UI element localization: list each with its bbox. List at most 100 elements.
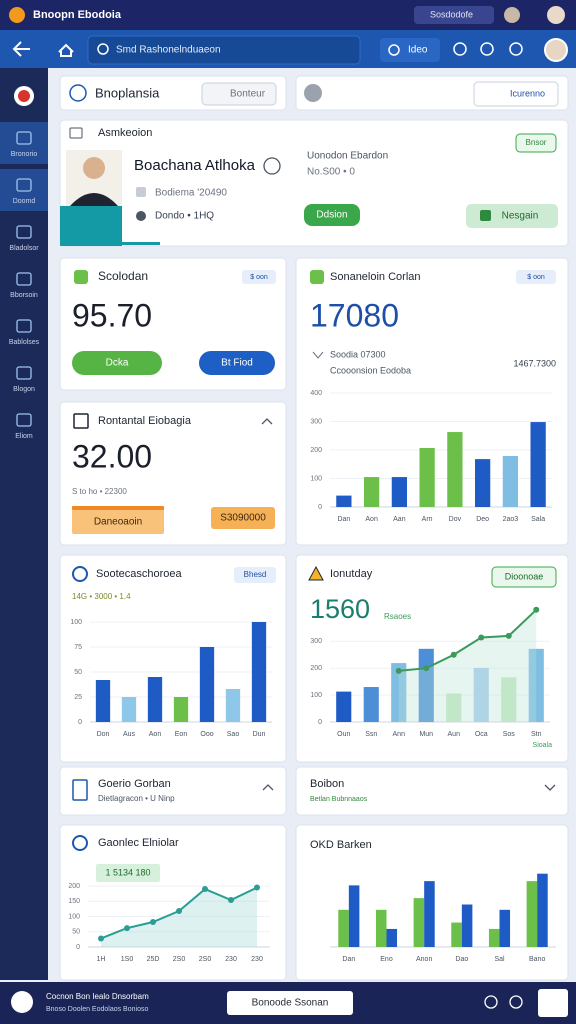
icon	[136, 211, 146, 221]
badge-label: $ oon	[250, 274, 268, 281]
home-icon[interactable]	[58, 43, 74, 57]
y-tick-label: 75	[74, 644, 82, 651]
x-tick-label: Stn	[531, 731, 542, 738]
card	[59, 119, 569, 247]
icon	[480, 210, 491, 221]
x-tick-label: Dao	[455, 956, 468, 963]
bar	[474, 459, 491, 507]
footer-icon	[11, 991, 33, 1013]
x-tick-label: Dun	[253, 731, 266, 738]
search-box[interactable]	[201, 82, 277, 106]
x-tick-label: 2S0	[173, 956, 186, 963]
search-box[interactable]	[87, 35, 361, 65]
card	[295, 766, 569, 816]
bar	[528, 648, 544, 722]
y-tick-label: 200	[68, 883, 80, 890]
x-tick-label: Deo	[476, 516, 489, 523]
x-tick-label: Eno	[380, 956, 393, 963]
x-tick-label: Eon	[175, 731, 188, 738]
sidebar-icon	[16, 272, 32, 286]
badge	[96, 864, 160, 882]
x-tick-label: Mun	[419, 731, 433, 738]
search-box[interactable]	[414, 6, 494, 24]
x-tick-label: Ooo	[200, 731, 213, 738]
sidebar-label: Bladolsor	[9, 245, 39, 252]
x-tick-label: Bano	[529, 956, 545, 963]
footer-icon	[509, 995, 523, 1009]
big-number: 32.00	[72, 438, 152, 474]
button-label: Bt Fiod	[221, 358, 253, 369]
y-tick-label: 100	[68, 913, 80, 920]
big-number: 95.70	[72, 297, 152, 333]
bar	[447, 432, 463, 507]
x-tick-label: 230	[251, 956, 263, 963]
icon	[73, 413, 89, 429]
nav-icon	[509, 42, 523, 56]
org-name: Uonodon Ebardon	[307, 151, 388, 162]
sidebar-active	[0, 169, 48, 211]
button[interactable]	[491, 566, 557, 588]
y-tick-label: 300	[310, 638, 322, 645]
chevron[interactable]	[261, 418, 273, 425]
x-tick-label: Don	[97, 731, 110, 738]
button[interactable]	[199, 351, 275, 375]
footer-icon	[484, 995, 498, 1009]
button-label: Ddsion	[316, 210, 347, 221]
avatar	[504, 7, 520, 23]
bar	[446, 693, 462, 722]
bar	[530, 422, 546, 507]
y-tick-label: 0	[318, 719, 322, 726]
sidebar-label: Doomd	[13, 198, 36, 205]
button-label: Daneoaoin	[94, 517, 142, 528]
bar	[173, 697, 189, 722]
button[interactable]	[380, 38, 440, 62]
button-label: Nesgain	[502, 211, 539, 222]
bar	[348, 885, 360, 947]
sidebar-label: Bablolses	[9, 339, 40, 346]
x-tick-label: Ssn	[365, 731, 377, 738]
point	[478, 634, 485, 641]
bar	[336, 691, 352, 722]
bar	[488, 928, 500, 947]
bar	[363, 477, 380, 507]
badge-label: 1 5134 180	[105, 867, 150, 877]
icon	[74, 270, 88, 284]
bar	[537, 873, 548, 947]
bar	[95, 680, 111, 722]
x-tick-label: 25D	[147, 956, 160, 963]
bar	[502, 455, 519, 507]
card-note: S to ho • 22300	[72, 487, 127, 496]
chevron[interactable]	[544, 784, 556, 791]
footer-button[interactable]	[538, 989, 568, 1017]
big-number: 17080	[310, 297, 399, 333]
area	[101, 887, 257, 947]
icon	[72, 566, 88, 582]
badge	[234, 567, 276, 583]
back-icon[interactable]	[12, 41, 30, 57]
button[interactable]	[211, 507, 275, 529]
search-text: Smd Rashonelnduaeon	[116, 45, 221, 56]
button[interactable]	[72, 506, 164, 534]
point	[423, 665, 430, 672]
avatar	[304, 84, 322, 102]
button-label: Bonoode Ssonan	[252, 998, 329, 1009]
bar	[526, 881, 538, 947]
search-box[interactable]	[473, 81, 559, 107]
search-text: Icurenno	[510, 88, 545, 98]
bar	[375, 909, 387, 947]
point	[176, 908, 182, 915]
point	[254, 884, 260, 891]
card-title: OKD Barken	[310, 839, 372, 851]
x-tick-label: Sal	[494, 956, 505, 963]
x-tick-label: Dov	[449, 516, 462, 523]
button[interactable]	[72, 351, 162, 375]
x-tick-label: Aus	[123, 731, 136, 738]
button[interactable]	[227, 991, 353, 1015]
chevron[interactable]	[262, 784, 274, 791]
photo-face	[83, 157, 105, 179]
clock-icon	[263, 157, 281, 175]
line	[398, 609, 537, 672]
button[interactable]	[304, 204, 360, 226]
x-tick-label: 1S0	[121, 956, 134, 963]
app-icon	[18, 90, 30, 102]
